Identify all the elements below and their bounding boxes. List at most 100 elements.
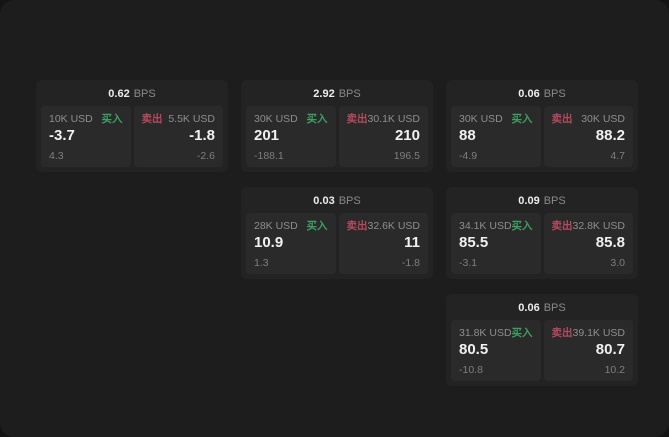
sell-delta: -2.6 <box>196 150 215 162</box>
bps-header: 0.03 BPS <box>246 191 428 210</box>
quote-body: 30K USD 买入 88 -4.9 卖出 30K USD 88.2 4.7 <box>451 106 633 167</box>
buy-label-row: 34.1K USD 买入 <box>459 220 533 232</box>
bps-header: 0.62 BPS <box>41 84 223 103</box>
buy-label: 买入 <box>511 327 533 339</box>
buy-label: 买入 <box>306 113 328 125</box>
sell-price: 80.7 <box>595 341 625 358</box>
buy-label: 买入 <box>101 113 123 125</box>
sell-label: 卖出 <box>551 220 573 232</box>
quote-card: 2.92 BPS 30K USD 买入 201 -188.1 卖出 30.1K … <box>241 80 433 172</box>
buy-delta: -10.8 <box>459 364 483 376</box>
sell-price: 88.2 <box>595 127 625 144</box>
bps-header: 2.92 BPS <box>246 84 428 103</box>
buy-price: 201 <box>254 127 280 144</box>
quote-body: 28K USD 买入 10.9 1.3 卖出 32.6K USD 11 -1.8 <box>246 213 428 274</box>
sell-quote-tile[interactable]: 卖出 39.1K USD 80.7 10.2 <box>543 320 633 381</box>
quote-card: 0.09 BPS 34.1K USD 买入 85.5 -3.1 卖出 32.8K… <box>446 187 638 279</box>
sell-price: 11 <box>404 234 420 251</box>
sell-amount: 32.6K USD <box>367 220 421 232</box>
bps-unit: BPS <box>133 87 156 100</box>
buy-amount: 28K USD <box>254 220 298 232</box>
sell-delta: 3.0 <box>610 257 625 269</box>
quote-body: 10K USD 买入 -3.7 4.3 卖出 5.5K USD -1.8 -2.… <box>41 106 223 167</box>
sell-label: 卖出 <box>551 113 573 125</box>
buy-label-row: 30K USD 买入 <box>459 113 533 125</box>
buy-label: 买入 <box>511 113 533 125</box>
bps-unit: BPS <box>338 194 361 207</box>
bps-header: 0.06 BPS <box>451 298 633 317</box>
buy-amount: 30K USD <box>254 113 298 125</box>
buy-quote-tile[interactable]: 31.8K USD 买入 80.5 -10.8 <box>451 320 541 381</box>
quote-card: 0.06 BPS 31.8K USD 买入 80.5 -10.8 卖出 39.1… <box>446 294 638 386</box>
sell-amount: 5.5K USD <box>168 113 215 125</box>
buy-quote-tile[interactable]: 30K USD 买入 201 -188.1 <box>246 106 336 167</box>
buy-quote-tile[interactable]: 30K USD 买入 88 -4.9 <box>451 106 541 167</box>
quote-card: 0.62 BPS 10K USD 买入 -3.7 4.3 卖出 5.5K USD… <box>36 80 228 172</box>
sell-delta: 196.5 <box>393 150 420 162</box>
sell-amount: 30.1K USD <box>367 113 421 125</box>
sell-label: 卖出 <box>346 220 368 232</box>
buy-label-row: 30K USD 买入 <box>254 113 328 125</box>
sell-price: 85.8 <box>595 234 625 251</box>
buy-price: 85.5 <box>459 234 489 251</box>
quotes-grid: 0.62 BPS 10K USD 买入 -3.7 4.3 卖出 5.5K USD… <box>36 80 638 386</box>
buy-amount: 30K USD <box>459 113 503 125</box>
sell-price: 210 <box>394 127 420 144</box>
sell-quote-tile[interactable]: 卖出 30K USD 88.2 4.7 <box>543 106 633 167</box>
sell-amount: 39.1K USD <box>572 327 626 339</box>
buy-quote-tile[interactable]: 28K USD 买入 10.9 1.3 <box>246 213 336 274</box>
sell-quote-tile[interactable]: 卖出 32.6K USD 11 -1.8 <box>338 213 428 274</box>
quote-body: 31.8K USD 买入 80.5 -10.8 卖出 39.1K USD 80.… <box>451 320 633 381</box>
sell-amount: 30K USD <box>581 113 625 125</box>
sell-delta: 10.2 <box>604 364 625 376</box>
sell-label-row: 卖出 32.8K USD <box>552 220 626 232</box>
bps-unit: BPS <box>338 87 361 100</box>
quote-body: 30K USD 买入 201 -188.1 卖出 30.1K USD 210 1… <box>246 106 428 167</box>
bps-value: 0.62 <box>108 87 130 100</box>
sell-label: 卖出 <box>346 113 368 125</box>
sell-quote-tile[interactable]: 卖出 30.1K USD 210 196.5 <box>338 106 428 167</box>
bps-value: 2.92 <box>313 87 335 100</box>
bps-unit: BPS <box>543 87 566 100</box>
buy-delta: 1.3 <box>254 257 269 269</box>
bps-value: 0.03 <box>313 194 335 207</box>
buy-delta: -4.9 <box>459 150 478 162</box>
buy-price: 10.9 <box>254 234 284 251</box>
quote-card: 0.03 BPS 28K USD 买入 10.9 1.3 卖出 32.6K US… <box>241 187 433 279</box>
buy-quote-tile[interactable]: 10K USD 买入 -3.7 4.3 <box>41 106 131 167</box>
buy-label-row: 10K USD 买入 <box>49 113 123 125</box>
bps-header: 0.09 BPS <box>451 191 633 210</box>
quote-body: 34.1K USD 买入 85.5 -3.1 卖出 32.8K USD 85.8… <box>451 213 633 274</box>
sell-label-row: 卖出 5.5K USD <box>142 113 216 125</box>
buy-delta: 4.3 <box>49 150 64 162</box>
buy-label: 买入 <box>511 220 533 232</box>
sell-label: 卖出 <box>551 327 573 339</box>
sell-label-row: 卖出 30.1K USD <box>347 113 421 125</box>
sell-delta: -1.8 <box>401 257 420 269</box>
buy-amount: 10K USD <box>49 113 93 125</box>
buy-label-row: 31.8K USD 买入 <box>459 327 533 339</box>
sell-label-row: 卖出 32.6K USD <box>347 220 421 232</box>
quote-card: 0.06 BPS 30K USD 买入 88 -4.9 卖出 30K USD 8… <box>446 80 638 172</box>
sell-label-row: 卖出 30K USD <box>552 113 626 125</box>
sell-quote-tile[interactable]: 卖出 32.8K USD 85.8 3.0 <box>543 213 633 274</box>
sell-amount: 32.8K USD <box>572 220 626 232</box>
buy-delta: -188.1 <box>254 150 284 162</box>
buy-price: 88 <box>459 127 476 144</box>
sell-quote-tile[interactable]: 卖出 5.5K USD -1.8 -2.6 <box>133 106 223 167</box>
bps-header: 0.06 BPS <box>451 84 633 103</box>
buy-amount: 34.1K USD <box>459 220 512 232</box>
bps-unit: BPS <box>543 301 566 314</box>
buy-quote-tile[interactable]: 34.1K USD 买入 85.5 -3.1 <box>451 213 541 274</box>
bps-unit: BPS <box>543 194 566 207</box>
sell-label-row: 卖出 39.1K USD <box>552 327 626 339</box>
buy-price: -3.7 <box>49 127 75 144</box>
bps-value: 0.09 <box>518 194 540 207</box>
bps-value: 0.06 <box>518 301 540 314</box>
sell-price: -1.8 <box>189 127 215 144</box>
bps-value: 0.06 <box>518 87 540 100</box>
buy-price: 80.5 <box>459 341 489 358</box>
sell-delta: 4.7 <box>610 150 625 162</box>
buy-label-row: 28K USD 买入 <box>254 220 328 232</box>
